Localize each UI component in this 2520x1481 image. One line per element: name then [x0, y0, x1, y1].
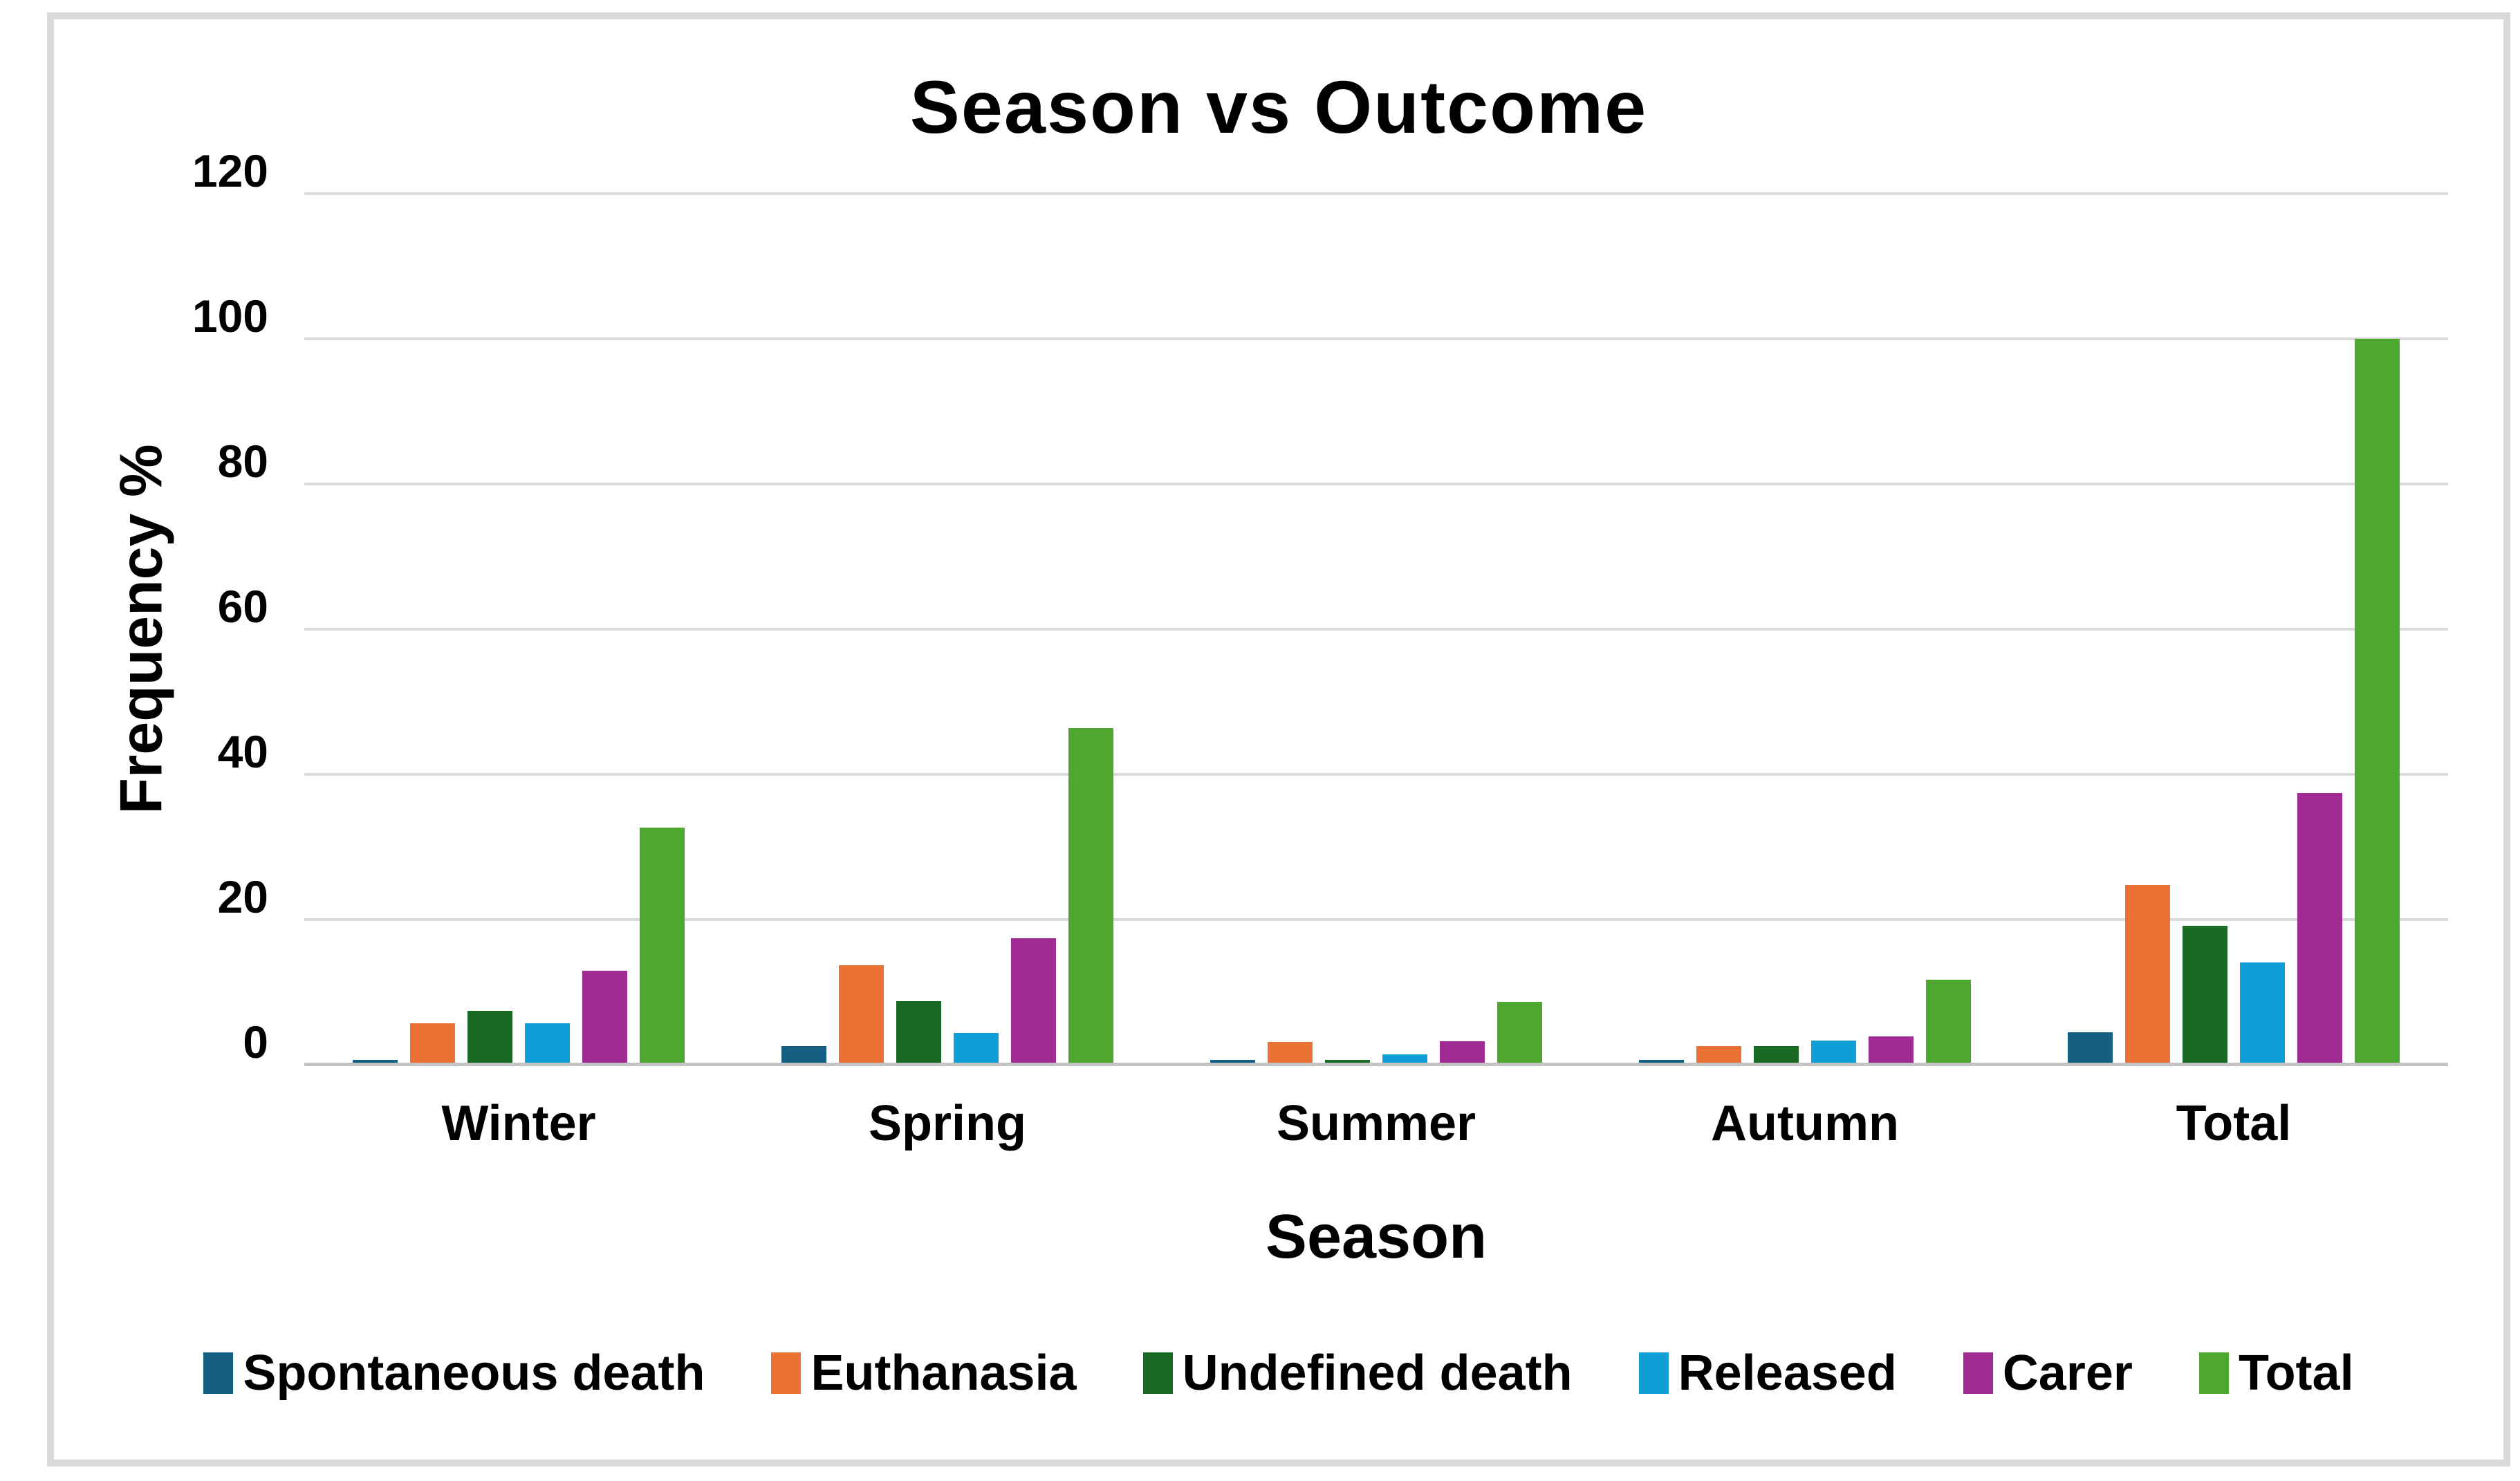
- legend-item-undefined-death: Undefined death: [1142, 1345, 1573, 1401]
- chart-title: Season vs Outcome: [909, 65, 1648, 149]
- bar-total-total: [2355, 339, 2400, 1065]
- gridline-y-120: [304, 192, 2448, 195]
- bar-spontaneous-death-total: [2068, 1032, 2113, 1065]
- legend-item-carer: Carer: [1963, 1348, 2133, 1398]
- bar-euthanasia-autumn: [1696, 1045, 1741, 1065]
- x-tick-label-winter: Winter: [441, 1096, 596, 1151]
- bar-group-winter: [304, 194, 733, 1065]
- legend-item-spontaneous-death: Spontaneous death: [203, 1348, 705, 1398]
- gridline-y-80: [304, 483, 2448, 486]
- bar-undefined-death-summer: [1325, 1059, 1370, 1065]
- bar-total-spring: [1068, 727, 1113, 1065]
- legend-item-euthanasia: Euthanasia: [771, 1345, 1077, 1401]
- bar-euthanasia-spring: [839, 965, 884, 1065]
- y-tick-label-80: 80: [217, 436, 268, 487]
- bar-cluster-autumn: [1639, 194, 1971, 1065]
- bar-spontaneous-death-summer: [1210, 1059, 1255, 1065]
- x-axis-line: [304, 1063, 2448, 1066]
- bar-total-autumn: [1926, 980, 1971, 1065]
- bar-total-winter: [640, 827, 685, 1065]
- gridline-y-100: [304, 337, 2448, 340]
- x-axis-title: Season: [1265, 1202, 1488, 1272]
- bar-spontaneous-death-autumn: [1639, 1059, 1684, 1065]
- bar-spontaneous-death-winter: [353, 1059, 398, 1065]
- bar-cluster-total: [2068, 194, 2400, 1065]
- y-tick-label-0: 0: [243, 1016, 268, 1068]
- bar-group-autumn: [1591, 194, 2019, 1065]
- bar-group-spring: [733, 194, 1162, 1065]
- bar-carer-spring: [1011, 938, 1056, 1065]
- gridline-y-60: [304, 628, 2448, 631]
- bar-euthanasia-summer: [1268, 1042, 1313, 1065]
- bar-released-total: [2240, 962, 2285, 1065]
- bar-group-summer: [1162, 194, 1591, 1065]
- legend-marker-icon-total: [2198, 1352, 2229, 1394]
- legend-label: Euthanasia: [810, 1345, 1077, 1401]
- bar-undefined-death-total: [2183, 926, 2227, 1065]
- bar-carer-autumn: [1869, 1036, 1914, 1065]
- bar-undefined-death-spring: [896, 1000, 941, 1065]
- legend-marker-icon-euthanasia: [771, 1352, 802, 1394]
- bar-cluster-summer: [1210, 194, 1542, 1065]
- legend-marker-icon-carer: [1963, 1352, 1993, 1394]
- bar-undefined-death-autumn: [1754, 1045, 1799, 1065]
- y-tick-label-100: 100: [192, 290, 268, 342]
- legend-marker-icon-spontaneous-death: [203, 1352, 234, 1394]
- bar-released-winter: [525, 1023, 570, 1065]
- legend-item-total: Total: [2198, 1345, 2354, 1401]
- bar-released-spring: [954, 1032, 999, 1065]
- x-tick-label-summer: Summer: [1276, 1096, 1476, 1151]
- bar-cluster-spring: [781, 194, 1113, 1065]
- x-tick-label-total: Total: [2176, 1096, 2292, 1151]
- bar-carer-winter: [582, 970, 627, 1065]
- legend-marker-icon-released: [1638, 1352, 1669, 1394]
- x-tick-label-autumn: Autumn: [1711, 1096, 1899, 1151]
- legend-label: Spontaneous death: [243, 1345, 705, 1401]
- legend-item-released: Released: [1638, 1345, 1897, 1401]
- bar-cluster-winter: [353, 194, 685, 1065]
- plot-area: 0 20 40 60 80 100 120 Winter Spring Summer Autumn T…: [192, 148, 2448, 1151]
- legend-label: Undefined death: [1182, 1345, 1573, 1401]
- y-tick-label-20: 20: [217, 871, 268, 923]
- bar-group-total: [2019, 194, 2448, 1065]
- gridline-y-40: [304, 773, 2448, 776]
- bar-released-autumn: [1811, 1041, 1856, 1065]
- gridline-y-20: [304, 918, 2448, 922]
- legend-label: Released: [1678, 1345, 1897, 1401]
- legend-label: Total: [2238, 1345, 2354, 1401]
- bar-total-summer: [1497, 1001, 1542, 1065]
- bar-carer-total: [2297, 793, 2342, 1065]
- y-tick-label-120: 120: [192, 145, 268, 196]
- x-tick-label-spring: Spring: [869, 1096, 1026, 1151]
- legend-label: Carer: [2002, 1345, 2133, 1401]
- legend-marker-icon-undefined-death: [1142, 1352, 1173, 1394]
- y-tick-label-60: 60: [217, 581, 268, 632]
- legend: Spontaneous death Euthanasia Undefined dea…: [47, 1348, 2510, 1398]
- chart-border-frame: [47, 12, 2510, 1466]
- bar-undefined-death-winter: [467, 1011, 512, 1065]
- bar-euthanasia-winter: [410, 1023, 455, 1065]
- bar-carer-summer: [1440, 1041, 1485, 1065]
- y-tick-label-40: 40: [217, 726, 268, 778]
- bar-euthanasia-total: [2125, 884, 2170, 1065]
- bar-spontaneous-death-spring: [781, 1045, 826, 1065]
- bar-released-summer: [1382, 1054, 1427, 1065]
